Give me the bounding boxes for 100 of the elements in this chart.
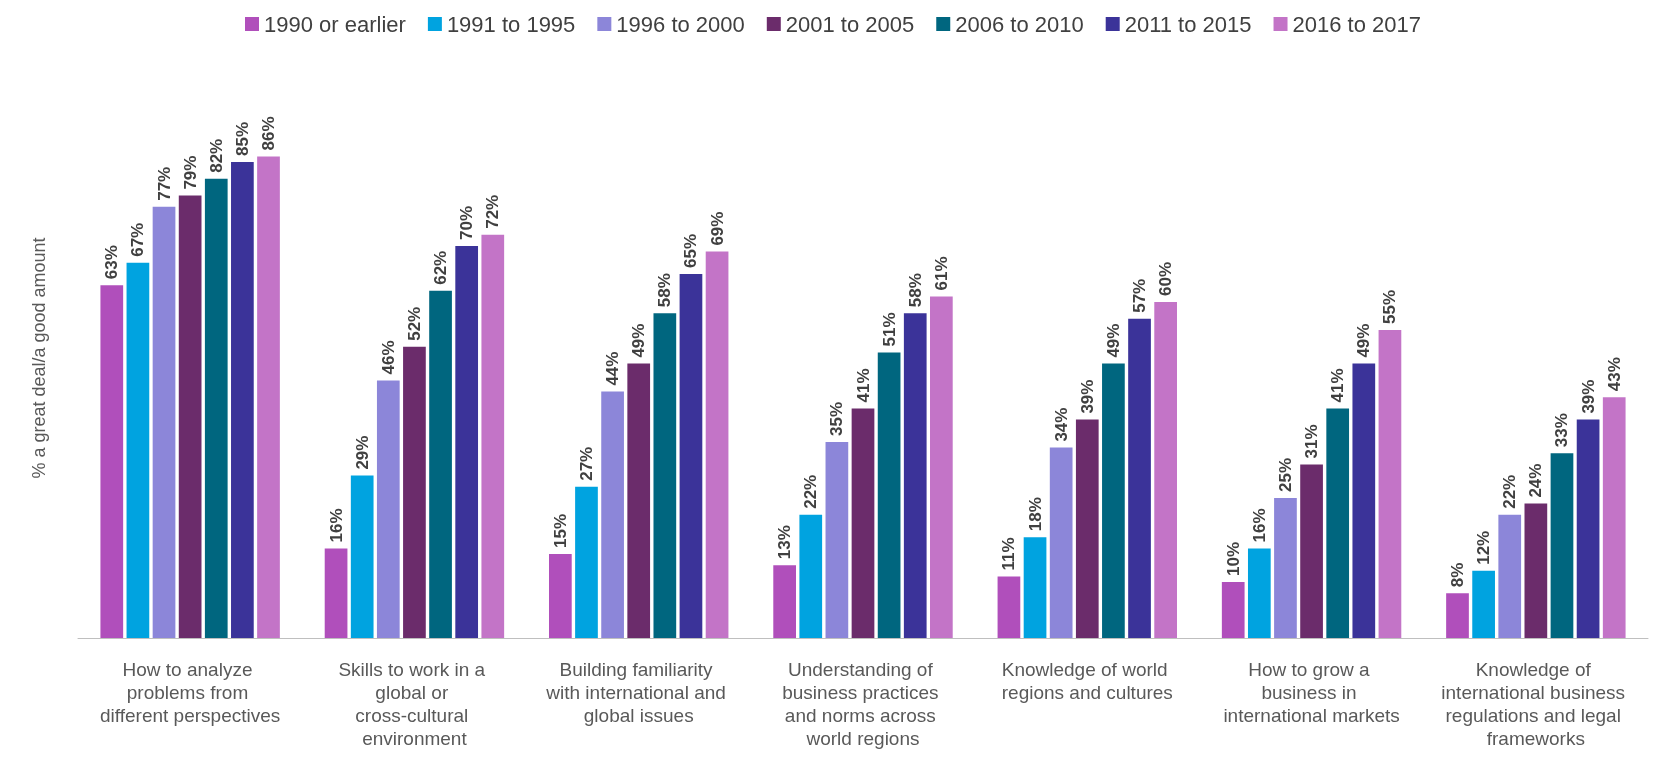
data-label: 65% bbox=[681, 233, 701, 268]
bar bbox=[429, 290, 452, 638]
bar bbox=[930, 296, 953, 638]
bar bbox=[1378, 330, 1402, 638]
bar bbox=[403, 346, 426, 638]
bar bbox=[1049, 447, 1073, 638]
data-label: 86% bbox=[259, 116, 278, 151]
bar bbox=[350, 475, 374, 638]
data-label: 51% bbox=[879, 312, 899, 347]
bar bbox=[126, 262, 150, 638]
data-label: 22% bbox=[801, 474, 821, 509]
data-label: 11% bbox=[999, 537, 1019, 571]
data-label: 34% bbox=[1051, 407, 1071, 442]
data-label: 25% bbox=[1275, 457, 1295, 492]
x-tick-label: Understanding of business practices and norms across world regions bbox=[782, 659, 944, 749]
bar bbox=[1300, 464, 1323, 638]
bar bbox=[1075, 419, 1099, 638]
bar bbox=[799, 514, 823, 638]
data-label: 82% bbox=[206, 138, 226, 173]
bar bbox=[204, 178, 228, 638]
data-label: 63% bbox=[102, 245, 122, 280]
bar bbox=[257, 156, 280, 638]
bar bbox=[705, 251, 729, 638]
data-label: 13% bbox=[775, 525, 795, 560]
data-label: 70% bbox=[457, 205, 477, 240]
bar bbox=[1221, 582, 1245, 638]
data-label: 49% bbox=[629, 323, 649, 358]
data-label: 12% bbox=[1474, 530, 1494, 565]
bar bbox=[1326, 408, 1350, 638]
bar bbox=[997, 576, 1021, 638]
bar bbox=[679, 274, 703, 638]
data-label: 29% bbox=[352, 435, 372, 470]
bar bbox=[1102, 363, 1125, 638]
bar bbox=[575, 486, 598, 638]
data-label: 52% bbox=[404, 306, 424, 341]
data-label: 58% bbox=[655, 273, 675, 308]
bar bbox=[877, 352, 901, 638]
data-label: 43% bbox=[1604, 357, 1624, 392]
data-label: 41% bbox=[853, 368, 873, 403]
data-label: 15% bbox=[550, 513, 570, 548]
bar bbox=[455, 246, 479, 638]
bar bbox=[1498, 514, 1522, 638]
data-label: 77% bbox=[154, 166, 174, 201]
bar bbox=[1274, 498, 1297, 638]
data-label: 10% bbox=[1223, 541, 1243, 576]
data-label: 18% bbox=[1025, 497, 1045, 532]
bar bbox=[627, 363, 651, 638]
bar bbox=[1576, 419, 1600, 638]
bar bbox=[1352, 363, 1376, 638]
y-axis-title: % a great deal/a good amount bbox=[29, 237, 49, 479]
x-tick-label: How to grow a business in international markets bbox=[1223, 659, 1400, 726]
bar bbox=[903, 313, 927, 638]
data-label: 49% bbox=[1354, 323, 1374, 358]
bar bbox=[1602, 397, 1626, 638]
data-label: 69% bbox=[707, 211, 727, 246]
bar bbox=[1128, 318, 1151, 638]
bar bbox=[376, 380, 400, 638]
bar bbox=[825, 442, 849, 638]
data-label: 16% bbox=[326, 508, 346, 543]
legend-label: 2006 to 2010 bbox=[955, 11, 1084, 37]
data-label: 33% bbox=[1552, 413, 1572, 448]
x-tick-label: Knowledge of international business regulations and legal frameworks bbox=[1441, 659, 1631, 749]
data-label: 72% bbox=[483, 194, 503, 229]
x-tick-label: Building familiarity with international and global issues bbox=[545, 659, 732, 726]
data-label: 8% bbox=[1448, 562, 1467, 588]
bar bbox=[324, 548, 348, 638]
legend-label: 1991 to 1995 bbox=[446, 11, 576, 37]
legend-label: 1990 or earlier bbox=[264, 11, 406, 37]
data-label: 16% bbox=[1249, 508, 1269, 543]
bar bbox=[1154, 302, 1177, 638]
data-label: 41% bbox=[1328, 368, 1348, 403]
x-tick-label: Knowledge of world regions and cultures bbox=[1001, 659, 1173, 703]
data-label: 22% bbox=[1500, 474, 1520, 509]
x-tick-label: How to analyze problems from different perspectives bbox=[100, 659, 281, 726]
bar bbox=[231, 162, 254, 638]
legend-label: 2001 to 2005 bbox=[785, 11, 915, 37]
data-label: 79% bbox=[180, 155, 200, 190]
data-label: 39% bbox=[1077, 379, 1097, 414]
bar bbox=[481, 234, 505, 638]
data-label: 46% bbox=[378, 340, 398, 375]
data-label: 85% bbox=[232, 121, 252, 156]
data-label: 62% bbox=[431, 250, 451, 285]
bar bbox=[1446, 593, 1469, 638]
data-label: 67% bbox=[128, 222, 148, 257]
bar bbox=[152, 206, 176, 638]
data-label: 58% bbox=[905, 273, 925, 308]
legend-label: 2016 to 2017 bbox=[1292, 11, 1421, 37]
bar bbox=[100, 285, 124, 638]
bar bbox=[1524, 503, 1548, 638]
data-label: 61% bbox=[931, 256, 951, 291]
bar bbox=[1023, 537, 1047, 638]
legend-label: 2011 to 2015 bbox=[1124, 11, 1252, 37]
bar bbox=[1247, 548, 1271, 638]
data-label: 55% bbox=[1380, 289, 1400, 324]
data-label: 39% bbox=[1578, 379, 1598, 414]
bar bbox=[851, 408, 875, 638]
data-label: 35% bbox=[827, 401, 847, 436]
data-label: 44% bbox=[603, 351, 623, 386]
data-label: 60% bbox=[1156, 261, 1176, 296]
data-label: 27% bbox=[576, 446, 596, 481]
